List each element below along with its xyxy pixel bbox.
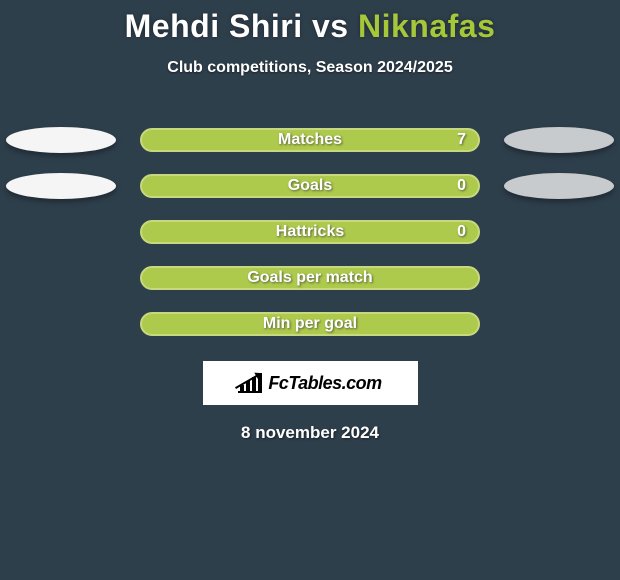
vs-text: vs bbox=[312, 8, 349, 44]
stat-row: Goals per match bbox=[0, 255, 620, 301]
logo-box: FcTables.com bbox=[203, 361, 418, 405]
stat-label: Hattricks bbox=[276, 223, 344, 241]
chart-arrow-icon bbox=[238, 373, 262, 393]
stat-bar: Goals per match bbox=[140, 266, 480, 290]
stat-bar: Matches 7 bbox=[140, 128, 480, 152]
stat-row: Goals 0 bbox=[0, 163, 620, 209]
stat-row: Min per goal bbox=[0, 301, 620, 347]
page-title: Mehdi Shiri vs Niknafas bbox=[0, 0, 620, 45]
jersey-left-icon bbox=[6, 173, 116, 199]
stat-row: Matches 7 bbox=[0, 117, 620, 163]
stat-label: Goals bbox=[288, 177, 332, 195]
stat-rows: Matches 7 Goals 0 Hattricks 0 Goals per match M… bbox=[0, 117, 620, 347]
date-text: 8 november 2024 bbox=[0, 423, 620, 443]
stat-label: Goals per match bbox=[247, 269, 372, 287]
player1-name: Mehdi Shiri bbox=[125, 8, 303, 44]
stat-row: Hattricks 0 bbox=[0, 209, 620, 255]
stat-value: 0 bbox=[457, 223, 466, 241]
jersey-left-icon bbox=[6, 127, 116, 153]
jersey-right-icon bbox=[504, 173, 614, 199]
stat-bar: Min per goal bbox=[140, 312, 480, 336]
stat-bar: Goals 0 bbox=[140, 174, 480, 198]
player2-name: Niknafas bbox=[358, 8, 495, 44]
stat-bar: Hattricks 0 bbox=[140, 220, 480, 244]
stat-value: 0 bbox=[457, 177, 466, 195]
subtitle: Club competitions, Season 2024/2025 bbox=[0, 59, 620, 77]
stat-label: Matches bbox=[278, 131, 342, 149]
stat-value: 7 bbox=[457, 131, 466, 149]
jersey-right-icon bbox=[504, 127, 614, 153]
stat-label: Min per goal bbox=[263, 315, 357, 333]
infographic-container: Mehdi Shiri vs Niknafas Club competition… bbox=[0, 0, 620, 580]
logo-text: FcTables.com bbox=[268, 373, 381, 394]
